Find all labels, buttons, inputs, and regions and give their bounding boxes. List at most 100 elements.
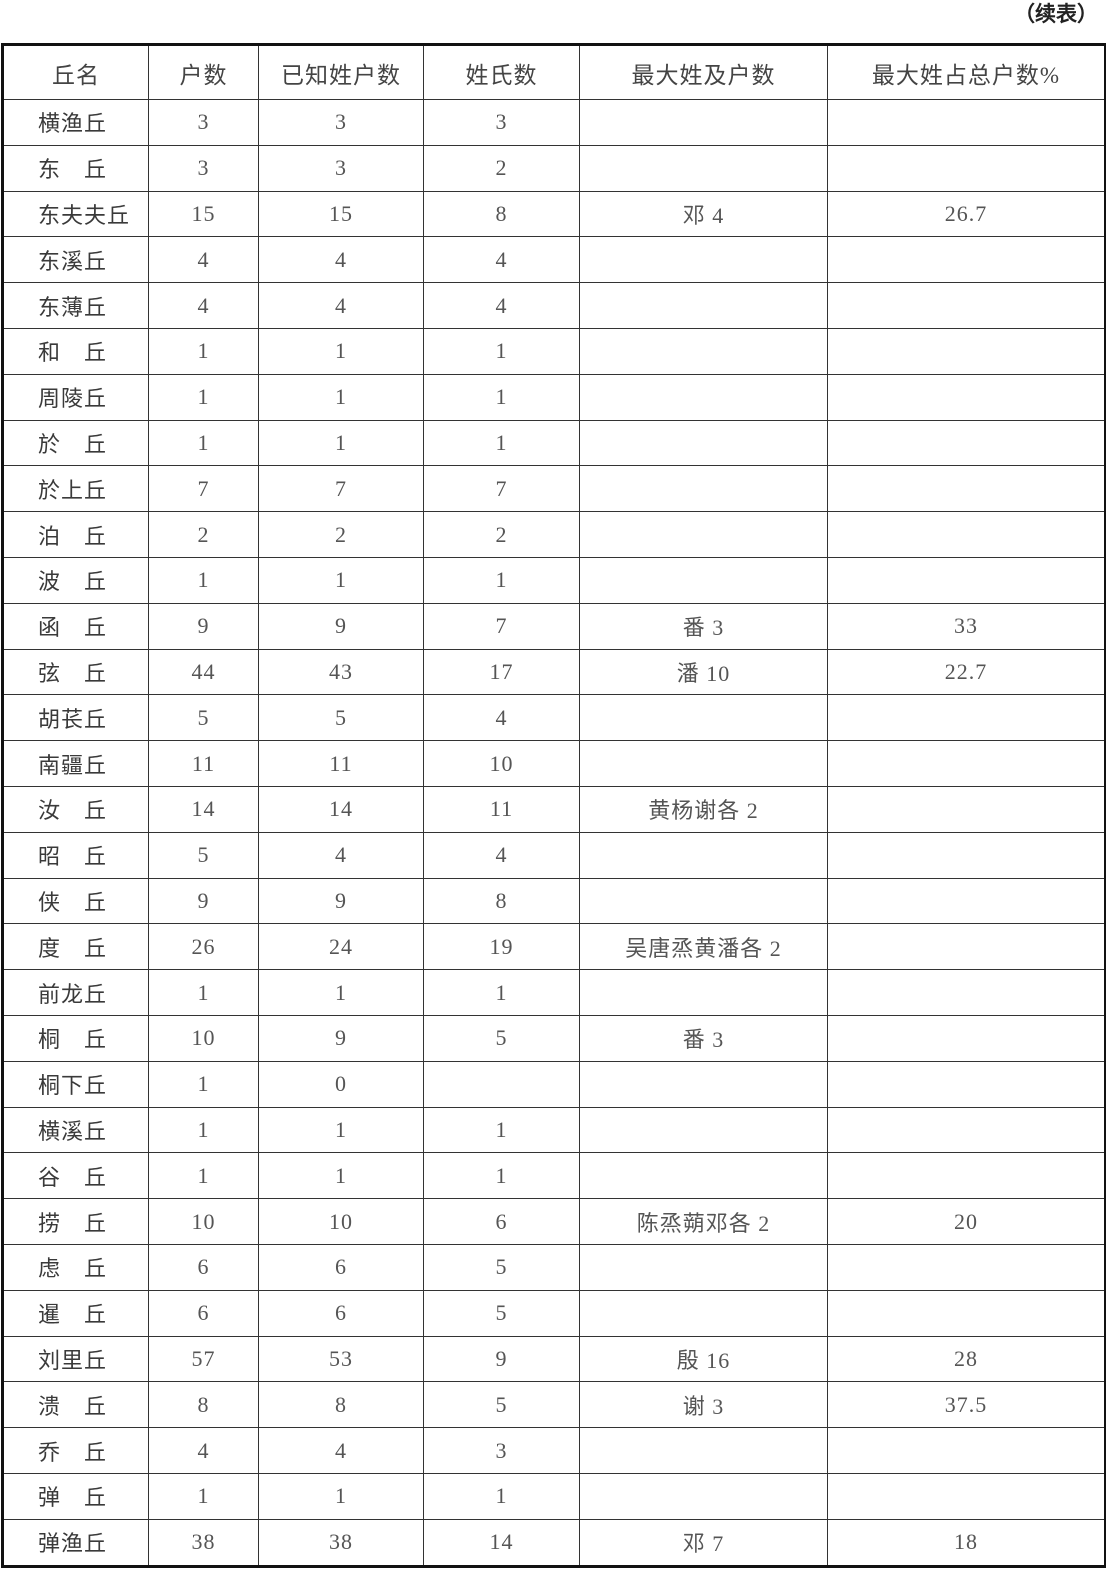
cell-hill-name: 溃 丘: [2, 1381, 149, 1429]
cell-largest-surname-percent: [827, 327, 1106, 375]
cell-largest-surname: [579, 1243, 828, 1291]
cell-households: 1: [148, 969, 259, 1016]
cell-households: 9: [148, 602, 259, 650]
cell-known-surname-households: 1: [258, 419, 424, 467]
cell-surname-count: 19: [423, 923, 580, 971]
cell-known-surname-households: 1: [258, 969, 424, 1016]
cell-hill-name: 胡苌丘: [2, 694, 149, 742]
header-households: 户数: [148, 44, 259, 100]
cell-largest-surname: 邓 4: [579, 190, 828, 238]
cell-largest-surname: 吴唐烝黄潘各 2: [579, 923, 828, 971]
header-row: 丘名 户数 已知姓户数 姓氏数 最大姓及户数 最大姓占总户数%: [2, 44, 1106, 100]
cell-hill-name: 东夫夫丘: [2, 190, 149, 238]
cell-largest-surname: [579, 511, 828, 558]
cell-surname-count: 7: [423, 602, 580, 650]
cell-hill-name: 周陵丘: [2, 373, 149, 421]
cell-hill-name: 弦 丘: [2, 648, 149, 696]
cell-hill-name: 捞 丘: [2, 1198, 149, 1245]
cell-largest-surname: [579, 694, 828, 742]
cell-largest-surname: [579, 969, 828, 1016]
cell-largest-surname: 黄杨谢各 2: [579, 785, 828, 833]
cell-surname-count: 17: [423, 648, 580, 696]
cell-households: 10: [148, 1198, 259, 1245]
cell-hill-name: 暹 丘: [2, 1289, 149, 1337]
cell-largest-surname: [579, 740, 828, 787]
cell-known-surname-households: 11: [258, 740, 424, 787]
cell-surname-count: 1: [423, 969, 580, 1016]
cell-known-surname-households: 1: [258, 327, 424, 375]
cell-hill-name: 东薄丘: [2, 282, 149, 329]
cell-largest-surname-percent: [827, 1014, 1106, 1062]
cell-surname-count: 4: [423, 694, 580, 742]
cell-known-surname-households: 9: [258, 1014, 424, 1062]
cell-households: 6: [148, 1289, 259, 1337]
table-row: 汝 丘 14 14 11 黄杨谢各 2: [2, 785, 1106, 833]
table-row: 弦 丘 44 43 17 潘 10 22.7: [2, 648, 1106, 696]
cell-largest-surname-percent: [827, 1243, 1106, 1291]
cell-surname-count: 4: [423, 831, 580, 879]
cell-households: 1: [148, 1060, 259, 1108]
cell-largest-surname: 邓 7: [579, 1518, 828, 1567]
table-row: 刘里丘 57 53 9 殷 16 28: [2, 1335, 1106, 1383]
cell-largest-surname-percent: [827, 1427, 1106, 1474]
cell-largest-surname-percent: [827, 419, 1106, 467]
cell-hill-name: 侠 丘: [2, 877, 149, 925]
cell-largest-surname-percent: [827, 144, 1106, 192]
cell-largest-surname: [579, 99, 828, 146]
cell-largest-surname-percent: [827, 969, 1106, 1016]
cell-largest-surname: [579, 327, 828, 375]
cell-households: 44: [148, 648, 259, 696]
cell-hill-name: 横溪丘: [2, 1106, 149, 1154]
cell-known-surname-households: 7: [258, 465, 424, 513]
cell-surname-count: 5: [423, 1243, 580, 1291]
cell-largest-surname-percent: [827, 694, 1106, 742]
cell-known-surname-households: 1: [258, 1106, 424, 1154]
continued-label: （续表）: [1014, 2, 1098, 26]
cell-largest-surname-percent: [827, 877, 1106, 925]
cell-largest-surname: 番 3: [579, 1014, 828, 1062]
table-row: 於上丘 7 7 7: [2, 465, 1106, 513]
cell-households: 1: [148, 327, 259, 375]
cell-households: 5: [148, 831, 259, 879]
cell-households: 7: [148, 465, 259, 513]
cell-largest-surname: 谢 3: [579, 1381, 828, 1429]
cell-largest-surname: [579, 236, 828, 284]
cell-known-surname-households: 24: [258, 923, 424, 971]
cell-surname-count: 14: [423, 1518, 580, 1567]
cell-largest-surname-percent: [827, 236, 1106, 284]
cell-households: 4: [148, 1427, 259, 1474]
cell-hill-name: 函 丘: [2, 602, 149, 650]
cell-known-surname-households: 2: [258, 511, 424, 558]
cell-surname-count: 1: [423, 373, 580, 421]
cell-surname-count: 8: [423, 190, 580, 238]
cell-known-surname-households: 3: [258, 144, 424, 192]
cell-surname-count: 2: [423, 144, 580, 192]
cell-hill-name: 桐 丘: [2, 1014, 149, 1062]
cell-surname-count: 7: [423, 465, 580, 513]
table-row: 横溪丘 1 1 1: [2, 1106, 1106, 1154]
cell-known-surname-households: 1: [258, 373, 424, 421]
cell-largest-surname: [579, 1152, 828, 1200]
cell-hill-name: 汝 丘: [2, 785, 149, 833]
cell-known-surname-households: 1: [258, 1472, 424, 1520]
cell-households: 15: [148, 190, 259, 238]
cell-hill-name: 虑 丘: [2, 1243, 149, 1291]
cell-surname-count: 5: [423, 1014, 580, 1062]
cell-households: 4: [148, 282, 259, 329]
cell-surname-count: 5: [423, 1381, 580, 1429]
cell-hill-name: 乔 丘: [2, 1427, 149, 1474]
header-known-surname-households: 已知姓户数: [258, 44, 424, 100]
cell-surname-count: 1: [423, 1472, 580, 1520]
cell-surname-count: 1: [423, 419, 580, 467]
cell-households: 1: [148, 1106, 259, 1154]
cell-known-surname-households: 4: [258, 1427, 424, 1474]
cell-known-surname-households: 43: [258, 648, 424, 696]
cell-surname-count: 1: [423, 1106, 580, 1154]
cell-hill-name: 於上丘: [2, 465, 149, 513]
cell-households: 57: [148, 1335, 259, 1383]
cell-largest-surname-percent: [827, 1060, 1106, 1108]
